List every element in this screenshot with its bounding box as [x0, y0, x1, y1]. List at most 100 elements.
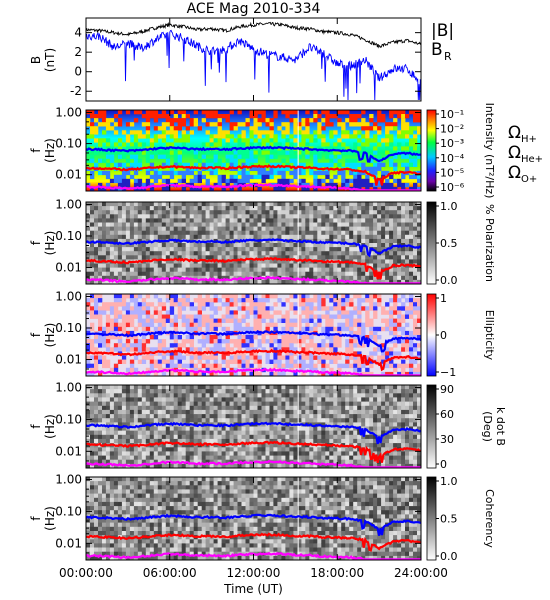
spectrogram-cell [145, 114, 151, 119]
spectrogram-cell [145, 302, 151, 307]
spectrogram-cell [217, 430, 222, 436]
spectrogram-cell [233, 310, 238, 315]
spectrogram-cell [129, 459, 135, 465]
spectrogram-cell [165, 251, 171, 256]
spectrogram-cell [253, 326, 258, 332]
spectrogram-cell [137, 401, 143, 407]
spectrogram-cell [293, 126, 298, 131]
spectrogram-cell [269, 279, 274, 285]
spectrogram-cell [269, 206, 274, 211]
spectrogram-cell [133, 255, 139, 260]
spectrogram-cell [321, 226, 326, 231]
spectrogram-cell [161, 409, 167, 415]
spectrogram-cell [185, 126, 190, 131]
spectrogram-cell [253, 126, 258, 131]
spectrogram-cell [181, 114, 186, 119]
spectrogram-cell [209, 267, 214, 272]
spectrogram-cell [317, 206, 322, 211]
spectrogram-cell [98, 218, 103, 223]
spectrogram-cell [113, 343, 119, 348]
spectrogram-cell [325, 174, 330, 180]
spectrogram-cell [273, 162, 278, 167]
spectrogram-cell [361, 210, 366, 215]
spectrogram-cell [369, 182, 374, 188]
spectrogram-cell [381, 275, 386, 281]
spectrogram-cell [189, 363, 194, 369]
spectrogram-cell [141, 306, 147, 311]
spectrogram-cell [221, 318, 226, 323]
spectrogram-cell [261, 422, 266, 427]
spectrogram-cell [90, 426, 95, 431]
spectrogram-cell [385, 322, 390, 328]
spectrogram-cell [353, 355, 358, 360]
spectrogram-cell [253, 218, 258, 223]
spectrogram-cell [249, 298, 254, 303]
panel-b-background [86, 18, 421, 101]
spectrogram-cell [109, 150, 115, 155]
spectrogram-cell [369, 114, 374, 119]
spectrogram-cell [161, 455, 167, 461]
spectrogram-cell [289, 263, 294, 268]
spectrogram-cell [269, 314, 274, 319]
spectrogram-cell [90, 347, 95, 352]
spectrogram-cell [233, 322, 238, 328]
spectrogram-cell [285, 401, 290, 407]
spectrogram-cell [325, 222, 330, 227]
spectrogram-cell [157, 359, 163, 364]
spectrogram-cell [121, 210, 127, 215]
spectrogram-cell [313, 347, 318, 352]
spectrogram-cell [265, 389, 270, 394]
spectrogram-cell [349, 347, 354, 352]
spectrogram-cell [373, 251, 378, 256]
spectrogram-cell [129, 314, 135, 319]
spectrogram-cell [385, 130, 390, 135]
spectrogram-cell [205, 434, 210, 440]
spectrogram-cell [373, 170, 378, 176]
spectrogram-cell [145, 306, 151, 311]
spectrogram-cell [397, 142, 402, 147]
spectrogram-cell [102, 430, 107, 436]
spectrogram-cell [205, 326, 210, 332]
spectrogram-cell [329, 255, 334, 260]
spectrogram-cell [229, 247, 234, 252]
spectrogram-cell [177, 347, 182, 352]
spectrogram-cell [353, 322, 358, 328]
spectrogram-cell [289, 322, 294, 328]
spectrogram-cell [205, 267, 210, 272]
spectrogram-cell [113, 318, 119, 323]
spectrogram-cell [205, 243, 210, 248]
spectrogram-cell [109, 430, 115, 436]
spectrogram-cell [145, 150, 151, 155]
spectrogram-cell [241, 298, 246, 303]
spectrogram-cell [397, 326, 402, 332]
spectrogram-cell [217, 405, 222, 411]
spectrogram-cell [253, 401, 258, 407]
spectrogram-cell [329, 158, 334, 163]
spectrogram-cell [165, 389, 171, 394]
spectrogram-cell [225, 409, 230, 415]
spectrogram-cell [129, 409, 135, 415]
spectrogram-cell [289, 234, 294, 240]
spectrogram-cell [177, 302, 182, 307]
spectrogram-cell [197, 397, 202, 402]
spectrogram-cell [102, 186, 107, 192]
spectrogram-cell [309, 251, 314, 256]
spectrogram-cell [117, 314, 123, 319]
spectrogram-cell [297, 418, 302, 423]
spectrogram-cell [185, 251, 190, 256]
spectrogram-cell [281, 174, 286, 180]
spectrogram-cell [317, 267, 322, 272]
spectrogram-cell [353, 166, 358, 171]
spectrogram-cell [413, 271, 418, 277]
spectrogram-cell [329, 134, 334, 139]
spectrogram-cell [161, 226, 167, 231]
spectrogram-cell [317, 298, 322, 303]
spectrogram-cell [297, 367, 302, 373]
spectrogram-cell [173, 434, 178, 440]
spectrogram-cell [277, 343, 282, 348]
spectrogram-cell [102, 243, 107, 248]
spectrogram-cell [213, 222, 218, 227]
spectrogram-cell [281, 222, 286, 227]
spectrogram-cell [98, 294, 103, 299]
spectrogram-cell [205, 178, 210, 184]
